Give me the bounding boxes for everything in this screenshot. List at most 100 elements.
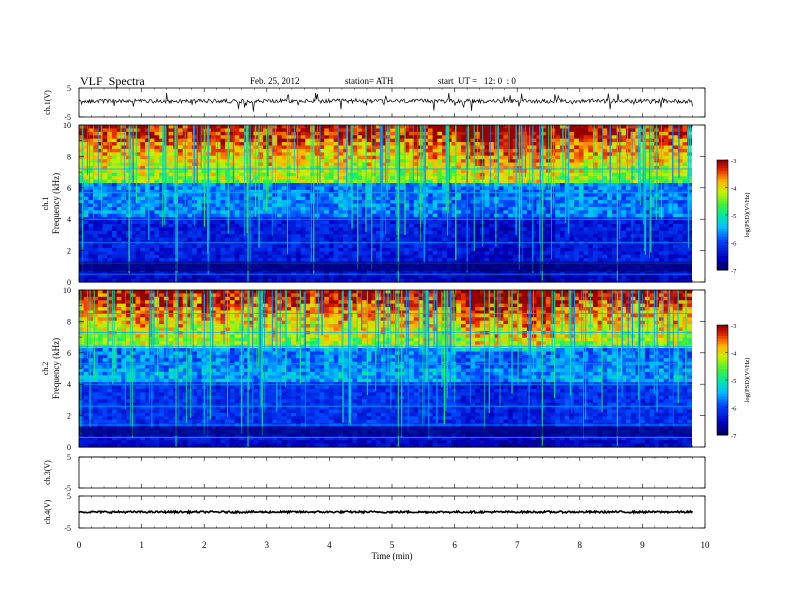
spec-cell <box>347 193 354 198</box>
spec-cell <box>234 148 240 153</box>
spec-cell <box>418 183 424 188</box>
spec-cell <box>281 183 288 188</box>
spec-cell <box>413 244 420 249</box>
spec-cell <box>574 251 580 256</box>
spec-cell <box>154 138 160 143</box>
spec-cell <box>390 200 396 205</box>
spec-cell <box>83 189 90 194</box>
spec-cell <box>475 179 481 184</box>
spec-cell <box>281 189 288 194</box>
spec-cell <box>489 210 495 215</box>
spec-cell <box>121 142 127 147</box>
spec-cell <box>149 179 156 184</box>
spec-cell <box>97 183 104 188</box>
spec-cell <box>135 138 141 143</box>
spec-cell <box>347 213 354 218</box>
spec-cell <box>352 203 358 208</box>
spec-cell <box>135 230 141 235</box>
spec-cell <box>262 220 269 225</box>
spec-cell <box>267 196 273 201</box>
spec-cell <box>277 152 283 157</box>
spec-cell <box>427 210 434 215</box>
spec-cell <box>187 196 193 201</box>
spec-cell <box>493 155 500 160</box>
spec-cell <box>503 128 509 133</box>
spec-cell <box>229 227 236 232</box>
spec-cell <box>182 278 189 283</box>
spec-cell <box>187 244 193 249</box>
spec-cell <box>569 162 575 167</box>
spec-cell <box>262 258 269 263</box>
spec-cell <box>229 176 236 181</box>
spec-cell <box>215 230 222 235</box>
spec-cell <box>531 165 537 170</box>
spec-cell <box>456 230 462 235</box>
spec-cell <box>88 223 94 228</box>
spec-cell <box>555 210 561 215</box>
spec-cell <box>531 234 537 239</box>
spec-cell <box>140 135 146 140</box>
spec-cell <box>371 196 377 201</box>
spec-cell <box>107 186 113 191</box>
spec-cell <box>272 162 278 167</box>
spec-cell <box>97 258 104 263</box>
spec-cell <box>239 138 245 143</box>
spec-cell <box>159 220 165 225</box>
spec-cell <box>319 186 325 191</box>
spec-cell <box>531 196 537 201</box>
spec-cell <box>394 213 401 218</box>
spec-cell <box>484 155 490 160</box>
spec-cell <box>305 254 311 259</box>
spec-cell <box>536 213 542 218</box>
spec-cell <box>564 244 570 249</box>
spec-cell <box>112 251 118 256</box>
spec-cell <box>149 152 156 157</box>
spec-cell <box>574 159 580 164</box>
spec-cell <box>277 165 283 170</box>
spec-cell <box>484 125 490 130</box>
spec-cell <box>135 196 141 201</box>
spec-cell <box>531 172 537 177</box>
spec-cell <box>281 128 288 133</box>
spec-cell <box>460 230 467 235</box>
spec-cell <box>432 172 438 177</box>
spec-cell <box>220 234 226 239</box>
spec-cell <box>503 220 509 225</box>
spec-cell <box>305 275 311 280</box>
spec-cell <box>267 142 273 147</box>
spec-cell <box>295 193 302 198</box>
spec-cell <box>451 159 457 164</box>
spec-cell <box>451 193 457 198</box>
spec-cell <box>281 152 288 157</box>
spec-cell <box>333 128 339 133</box>
spec-cell <box>343 210 349 215</box>
spec-cell <box>201 247 207 252</box>
spec-cell <box>361 148 368 153</box>
spec-cell <box>281 206 288 211</box>
spec-cell <box>187 186 193 191</box>
spec-cell <box>112 258 118 263</box>
spec-cell <box>456 234 462 239</box>
spec-cell <box>333 220 339 225</box>
spec-cell <box>357 148 363 153</box>
spec-cell <box>347 223 354 228</box>
spec-cell <box>475 213 481 218</box>
spec-cell <box>361 169 368 174</box>
spec-cell <box>352 135 358 140</box>
spec-cell <box>295 254 302 259</box>
spec-cell <box>413 254 420 259</box>
spec-cell <box>376 234 382 239</box>
spec-cell <box>154 155 160 160</box>
spec-cell <box>107 145 113 150</box>
spec-cell <box>493 220 500 225</box>
spec-cell <box>498 237 504 242</box>
spec-cell <box>159 186 165 191</box>
spec-cell <box>93 125 99 130</box>
spec-cell <box>215 135 222 140</box>
spec-cell <box>541 162 547 167</box>
spec-cell <box>442 183 448 188</box>
spec-cell <box>305 230 311 235</box>
spec-cell <box>310 172 316 177</box>
spec-cell <box>196 152 203 157</box>
spec-cell <box>413 200 420 205</box>
